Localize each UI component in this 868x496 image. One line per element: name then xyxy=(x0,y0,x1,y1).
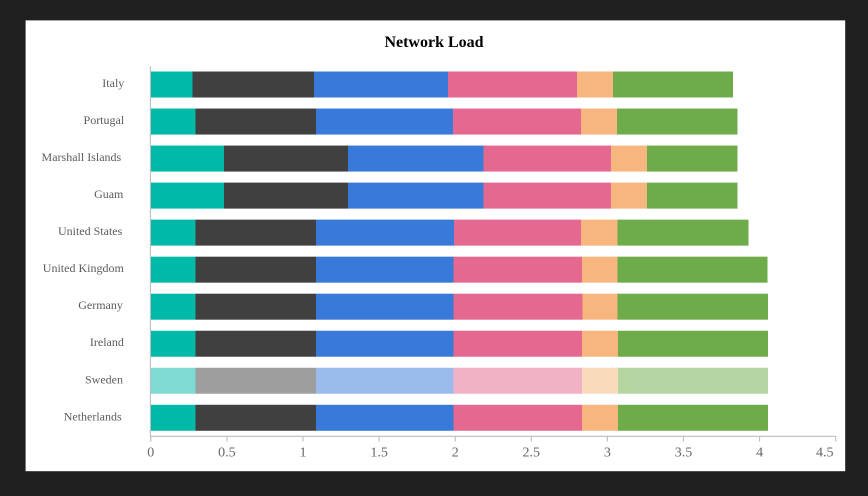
svg-text:Ireland: Ireland xyxy=(90,335,124,349)
svg-text:1: 1 xyxy=(300,446,307,461)
svg-text:United Kingdom: United Kingdom xyxy=(43,261,125,275)
svg-text:Netherlands: Netherlands xyxy=(64,409,122,423)
svg-text:Italy: Italy xyxy=(102,76,124,90)
svg-text:Network Load: Network Load xyxy=(384,34,483,51)
svg-text:Sweden: Sweden xyxy=(85,372,123,386)
svg-text:2.5: 2.5 xyxy=(523,446,541,461)
svg-text:2: 2 xyxy=(452,446,459,461)
svg-text:0.5: 0.5 xyxy=(218,446,236,461)
svg-text:3: 3 xyxy=(604,446,611,461)
svg-text:4: 4 xyxy=(756,446,763,461)
svg-text:0: 0 xyxy=(147,446,154,461)
svg-text:Germany: Germany xyxy=(78,298,123,312)
svg-text:Portugal: Portugal xyxy=(84,113,125,127)
svg-text:4.5: 4.5 xyxy=(816,446,834,461)
svg-text:3.5: 3.5 xyxy=(675,446,693,461)
svg-text:United States: United States xyxy=(58,224,123,238)
svg-text:1.5: 1.5 xyxy=(370,446,388,461)
svg-text:Marshall Islands: Marshall Islands xyxy=(42,150,122,164)
svg-text:Guam: Guam xyxy=(94,187,124,201)
